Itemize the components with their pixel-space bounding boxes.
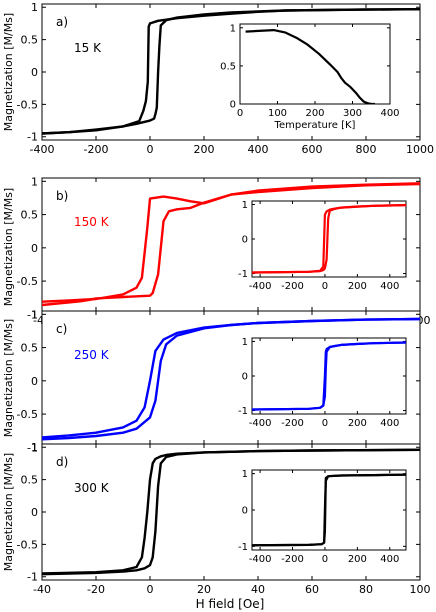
- panel-a-ytick-label: -0.5: [17, 98, 38, 111]
- panel-d-inset-xtick-label: 200: [348, 554, 367, 565]
- panel-d-ytick-label: -1: [27, 571, 38, 584]
- panel-c-inset-frame: [251, 337, 407, 415]
- panel-d-ytick-label: -0.5: [17, 538, 38, 551]
- panel-a-xtick-label: 600: [302, 143, 323, 156]
- panel-c-inset-xtick-label: 0: [322, 418, 328, 429]
- panel-d-inset-ytick-label: 0: [242, 506, 248, 517]
- panel-d-inset-xtick-label: -200: [281, 554, 304, 565]
- panel-b-inset-xtick-label: -400: [249, 281, 272, 292]
- panel-a-ytick-label: 0.5: [21, 34, 39, 47]
- panel-d-xtick-label: 0: [147, 583, 154, 596]
- panel-d-xtick-label: 40: [251, 583, 265, 596]
- panel-c-ytick-label: 0.5: [21, 342, 39, 355]
- panel-d-inset-xtick-label: -400: [249, 554, 272, 565]
- panel-a-xtick-label: 200: [194, 143, 215, 156]
- panel-a-temperature: 15 K: [74, 41, 102, 55]
- panel-b-inset-ytick-label: 0: [242, 235, 248, 246]
- panel-c-ytick-label: 0: [31, 375, 38, 388]
- panel-c-inset-xtick-label: -200: [281, 418, 304, 429]
- panel-a-inset-xtick-label: 300: [343, 108, 362, 119]
- panel-b-inset-xtick-label: 400: [380, 281, 399, 292]
- panel-b-inset-series-descending: [252, 204, 406, 274]
- panel-c-inset-xtick-label: 200: [348, 418, 367, 429]
- panel-a-ytick-label: 0: [31, 66, 38, 79]
- panel-c-inset-ytick-label: 0: [242, 372, 248, 383]
- panel-d-xtick-label: -20: [87, 583, 105, 596]
- panel-a-xtick-label: 400: [248, 143, 269, 156]
- panel-a-inset-ytick-label: 1: [230, 23, 236, 34]
- panel-a-inset-ytick-label: 0: [230, 100, 236, 111]
- panel-c-inset-xtick-label: -400: [249, 418, 272, 429]
- panel-c-inset-ytick-label: -1: [238, 406, 248, 417]
- panel-a-xtick-label: 800: [356, 143, 377, 156]
- panel-b-series-ascending: [42, 182, 420, 303]
- panel-d-inset-ytick-label: 1: [242, 469, 248, 480]
- panel-b-inset-ytick-label: -1: [238, 269, 248, 280]
- panel-b-inset-xtick-label: 200: [348, 281, 367, 292]
- panel-a-inset-xlabel: Temperature [K]: [274, 120, 356, 131]
- panel-a-inset-series-ascending: [245, 29, 375, 104]
- panel-b-series-descending: [42, 182, 420, 307]
- panel-a-inset-xtick-label: 200: [305, 108, 324, 119]
- panel-d-ylabel: Magnetization [M/Ms]: [2, 453, 15, 571]
- panel-d-xtick-label: 60: [305, 583, 319, 596]
- panel-c-inset-xtick-label: 400: [380, 418, 399, 429]
- panel-c-temperature: 250 K: [74, 348, 110, 362]
- panel-d-label: d): [56, 455, 68, 469]
- panel-b-ytick-label: 1: [31, 175, 38, 188]
- panel-a-ytick-label: 1: [31, 1, 38, 14]
- panel-b-ytick-label: -1: [27, 308, 38, 321]
- panel-b-ytick-label: 0: [31, 242, 38, 255]
- panel-d-ytick-label: 0: [31, 506, 38, 519]
- panel-d-inset-ytick-label: -1: [238, 542, 248, 553]
- panel-c-inset-ytick-label: 1: [242, 337, 248, 348]
- panel-c-ytick-label: 1: [31, 308, 38, 321]
- panel-a-inset-xtick-label: 100: [268, 108, 287, 119]
- panel-d-inset-xtick-label: 0: [322, 554, 328, 565]
- panel-b-ylabel: Magnetization [M/Ms]: [2, 188, 15, 306]
- panel-d-series-descending: [42, 448, 420, 576]
- panel-d-ytick-label: 1: [31, 441, 38, 454]
- panel-d-xtick-label: 100: [410, 583, 431, 596]
- panel-b-label: b): [56, 189, 68, 203]
- panel-a-xtick-label: 1000: [406, 143, 434, 156]
- panel-d-xtick-label: 20: [197, 583, 211, 596]
- panel-c-series-descending: [42, 317, 420, 441]
- panel-b-ytick-label: 0.5: [21, 209, 39, 222]
- panel-a-inset-xtick-label: 0: [237, 108, 243, 119]
- panel-a-label: a): [56, 15, 68, 29]
- panel-d-inset-series-descending: [252, 473, 406, 547]
- panel-a-xtick-label: -400: [30, 143, 55, 156]
- panel-d-xtick-label: -40: [33, 583, 51, 596]
- panel-b-inset-xtick-label: -200: [281, 281, 304, 292]
- panel-a-inset-xtick-label: 400: [380, 108, 399, 119]
- panel-c-ylabel: Magnetization [M/Ms]: [2, 319, 15, 437]
- panel-d-temperature: 300 K: [74, 481, 110, 495]
- panel-a-inset-frame: [239, 23, 391, 105]
- panel-d-xtick-label: 80: [359, 583, 373, 596]
- panel-c-inset-series-descending: [252, 341, 406, 411]
- panel-d-ytick-label: 0.5: [21, 474, 39, 487]
- panel-d-inset-xtick-label: 400: [380, 554, 399, 565]
- panel-a-ylabel: Magnetization [M/Ms]: [2, 13, 15, 131]
- panel-b-ytick-label: -0.5: [17, 275, 38, 288]
- panel-a-series-descending: [42, 8, 420, 135]
- panel-d-inset-frame: [251, 469, 407, 551]
- panel-c-ytick-label: -1: [27, 441, 38, 454]
- panel-c-label: c): [56, 322, 67, 336]
- panel-a-inset-ytick-label: 0.5: [220, 62, 236, 73]
- panel-a-ytick-label: -1: [27, 131, 38, 144]
- panel-b-temperature: 150 K: [74, 215, 110, 229]
- panel-a-xtick-label: 0: [147, 143, 154, 156]
- figure-xlabel: H field [Oe]: [196, 597, 265, 611]
- panel-b-inset-xtick-label: 0: [322, 281, 328, 292]
- panel-c-ytick-label: -0.5: [17, 408, 38, 421]
- panel-a-xtick-label: -200: [84, 143, 109, 156]
- panel-b-inset-ytick-label: 1: [242, 200, 248, 211]
